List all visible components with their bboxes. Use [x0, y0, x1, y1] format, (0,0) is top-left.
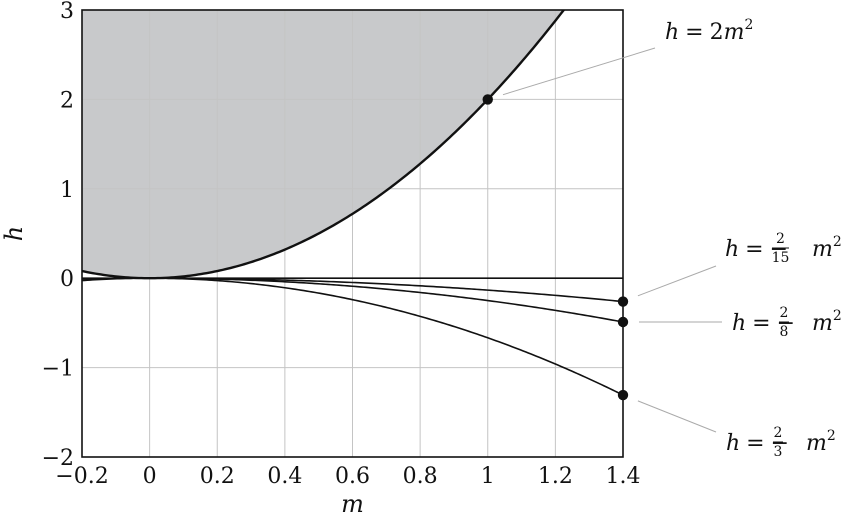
fraction-numerator: 2 [776, 231, 785, 247]
annotation-leader-line [502, 47, 656, 96]
annotation-label-1: h = 2m2 [665, 17, 753, 45]
x-axis-label: m [341, 490, 364, 518]
y-tick-label: −2 [42, 446, 74, 471]
x-tick-label: 1.4 [606, 464, 641, 489]
x-tick-label: 0.8 [403, 464, 438, 489]
marked-point [617, 296, 629, 307]
fraction-denominator: 3 [774, 444, 783, 460]
x-tick-label: 0.2 [200, 464, 235, 489]
y-axis-label: h [0, 226, 28, 241]
fraction-numerator: 2 [774, 425, 783, 441]
x-tick-label: 0.6 [335, 464, 370, 489]
annotation-label-2: h = − m22 15 [725, 231, 842, 266]
annotation-leader-line [637, 265, 717, 297]
x-tick-label: −0.2 [55, 464, 108, 489]
annotation-equation: h = − m2 [726, 428, 836, 456]
annotation-label-4: h = − m22 3 [726, 425, 836, 460]
marked-point-layer [482, 94, 629, 401]
x-tick-label: 0 [143, 464, 157, 489]
annotation-leader-layer [502, 47, 722, 433]
x-tick-label: 0.4 [267, 464, 302, 489]
marked-point [482, 94, 493, 105]
tick-label-layer: −0.2 0 0.2 0.4 0.6 0.8 1 1.2 1.4 −2 −1 0 1 2 3 [42, 0, 641, 489]
annotation-equation: h = − m2 [732, 308, 842, 336]
annotation-leader-line [637, 400, 717, 433]
fraction-numerator: 2 [780, 305, 789, 321]
curve-layer [82, 10, 623, 396]
x-tick-label: 1.2 [538, 464, 573, 489]
y-tick-label: 3 [60, 0, 74, 24]
annotation-equation: h = − m2 [725, 234, 842, 262]
y-tick-label: 0 [60, 267, 74, 292]
y-tick-label: 1 [60, 178, 74, 203]
annotation-label-3: h = − m22 8 [732, 305, 842, 340]
fraction-denominator: 8 [780, 324, 789, 340]
y-tick-label: 2 [60, 88, 74, 113]
plot-frame [81, 9, 624, 458]
y-tick-label: −1 [42, 357, 74, 382]
x-tick-label: 1 [481, 464, 495, 489]
annotation-equation: h = 2m2 [665, 17, 753, 45]
marked-point [617, 389, 629, 401]
fraction-denominator: 15 [772, 250, 790, 266]
marked-point [617, 316, 629, 328]
series-line-5 [82, 277, 623, 396]
